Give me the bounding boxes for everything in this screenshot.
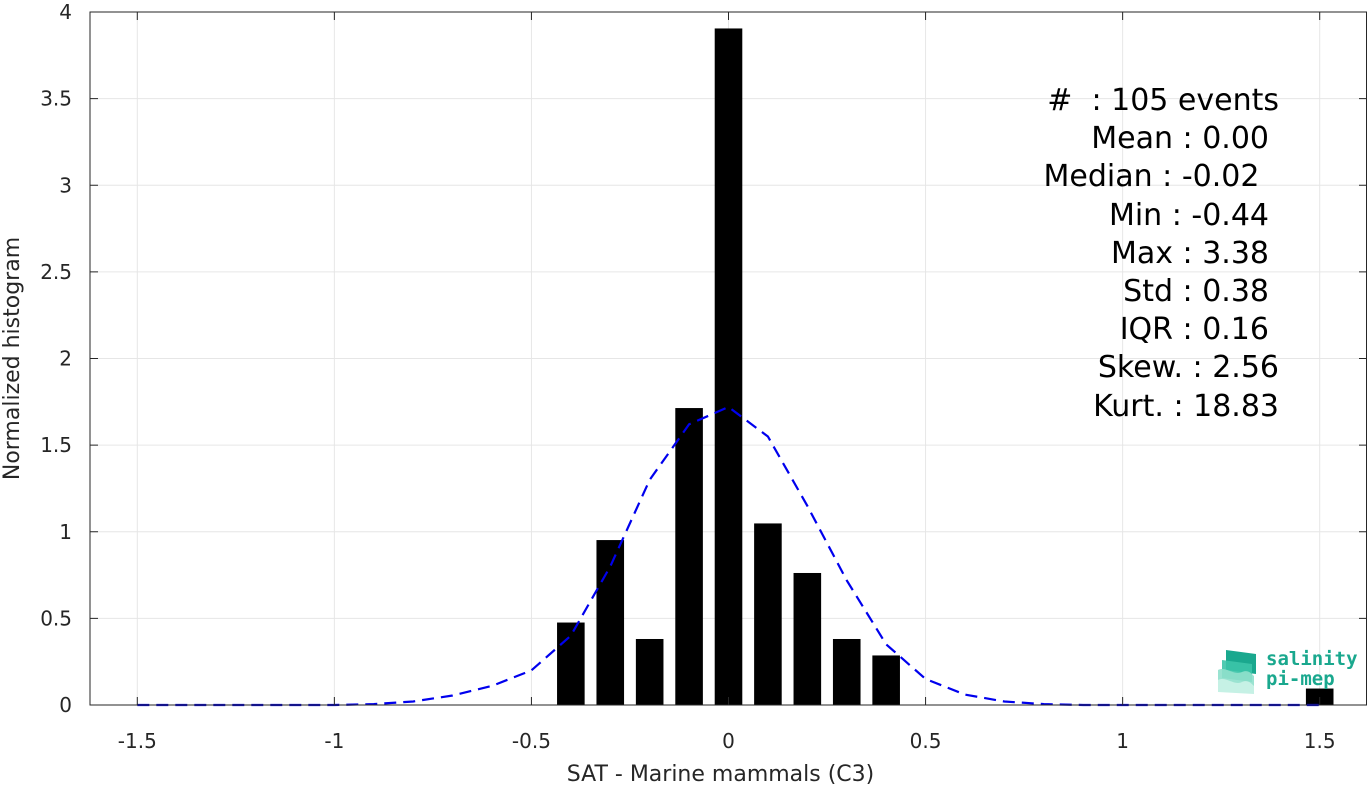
x-tick-label: 1	[1116, 729, 1129, 753]
x-tick-labels: -1.5 -1 -0.5 0 0.5 1 1.5	[118, 729, 1336, 753]
y-tick-label: 1	[59, 520, 72, 544]
stat-max: Max : 3.38	[1111, 235, 1269, 271]
histogram-bar	[832, 638, 861, 705]
y-tick-label: 3.5	[40, 87, 72, 111]
tick-marks	[90, 11, 1367, 706]
x-tick-label: -1	[324, 729, 344, 753]
x-tick-label: -1.5	[118, 729, 157, 753]
histogram-bar	[754, 523, 782, 705]
x-tick-label: -0.5	[512, 729, 551, 753]
y-tick-label: 0.5	[40, 606, 72, 630]
x-tick-label: 0	[722, 729, 735, 753]
stat-median: Median : -0.02	[1043, 159, 1269, 195]
salinity-pi-mep-logo: salinity pi-mep	[1216, 646, 1358, 694]
histogram-bar	[793, 572, 822, 705]
y-tick-labels: 0 0.5 1 1.5 2 2.5 3 3.5 4	[40, 0, 72, 717]
x-tick-label: 1.5	[1304, 729, 1336, 753]
stat-count: # : 105 events	[1047, 83, 1279, 118]
stat-iqr: IQR : 0.16	[1119, 312, 1269, 348]
histogram-bar	[1305, 688, 1334, 705]
bars	[557, 28, 1334, 706]
wave-logo-icon	[1218, 650, 1256, 694]
y-tick-label: 0	[59, 693, 72, 717]
stat-std: Std : 0.38	[1123, 274, 1269, 310]
stat-skew: Skew. : 2.56	[1097, 350, 1279, 386]
x-tick-label: 0.5	[910, 729, 942, 753]
histogram-bar	[872, 655, 900, 705]
histogram-bar	[557, 622, 585, 705]
stat-min: Min : -0.44	[1108, 197, 1269, 233]
statistics-annotation: # : 105 events Mean : 0.00 Median : -0.0…	[919, 82, 1279, 426]
stat-mean: Mean : 0.00	[1091, 121, 1269, 157]
histogram-bar	[635, 638, 664, 705]
histogram-bar	[714, 28, 743, 706]
y-tick-label: 4	[59, 0, 72, 24]
x-axis-label: SAT - Marine mammals (C3)	[567, 762, 875, 785]
y-tick-label: 2.5	[40, 260, 72, 284]
stat-kurt: Kurt. : 18.83	[1093, 388, 1279, 424]
y-axis-label: Normalized histogram	[0, 237, 25, 480]
y-tick-label: 3	[59, 173, 72, 197]
logo-text-salinity: salinity	[1266, 648, 1358, 670]
y-tick-label: 1.5	[40, 433, 72, 457]
histogram-bar	[675, 408, 703, 705]
logo-text-pi-mep: pi-mep	[1266, 668, 1335, 690]
y-tick-label: 2	[59, 347, 72, 371]
histogram-bar	[596, 540, 625, 705]
